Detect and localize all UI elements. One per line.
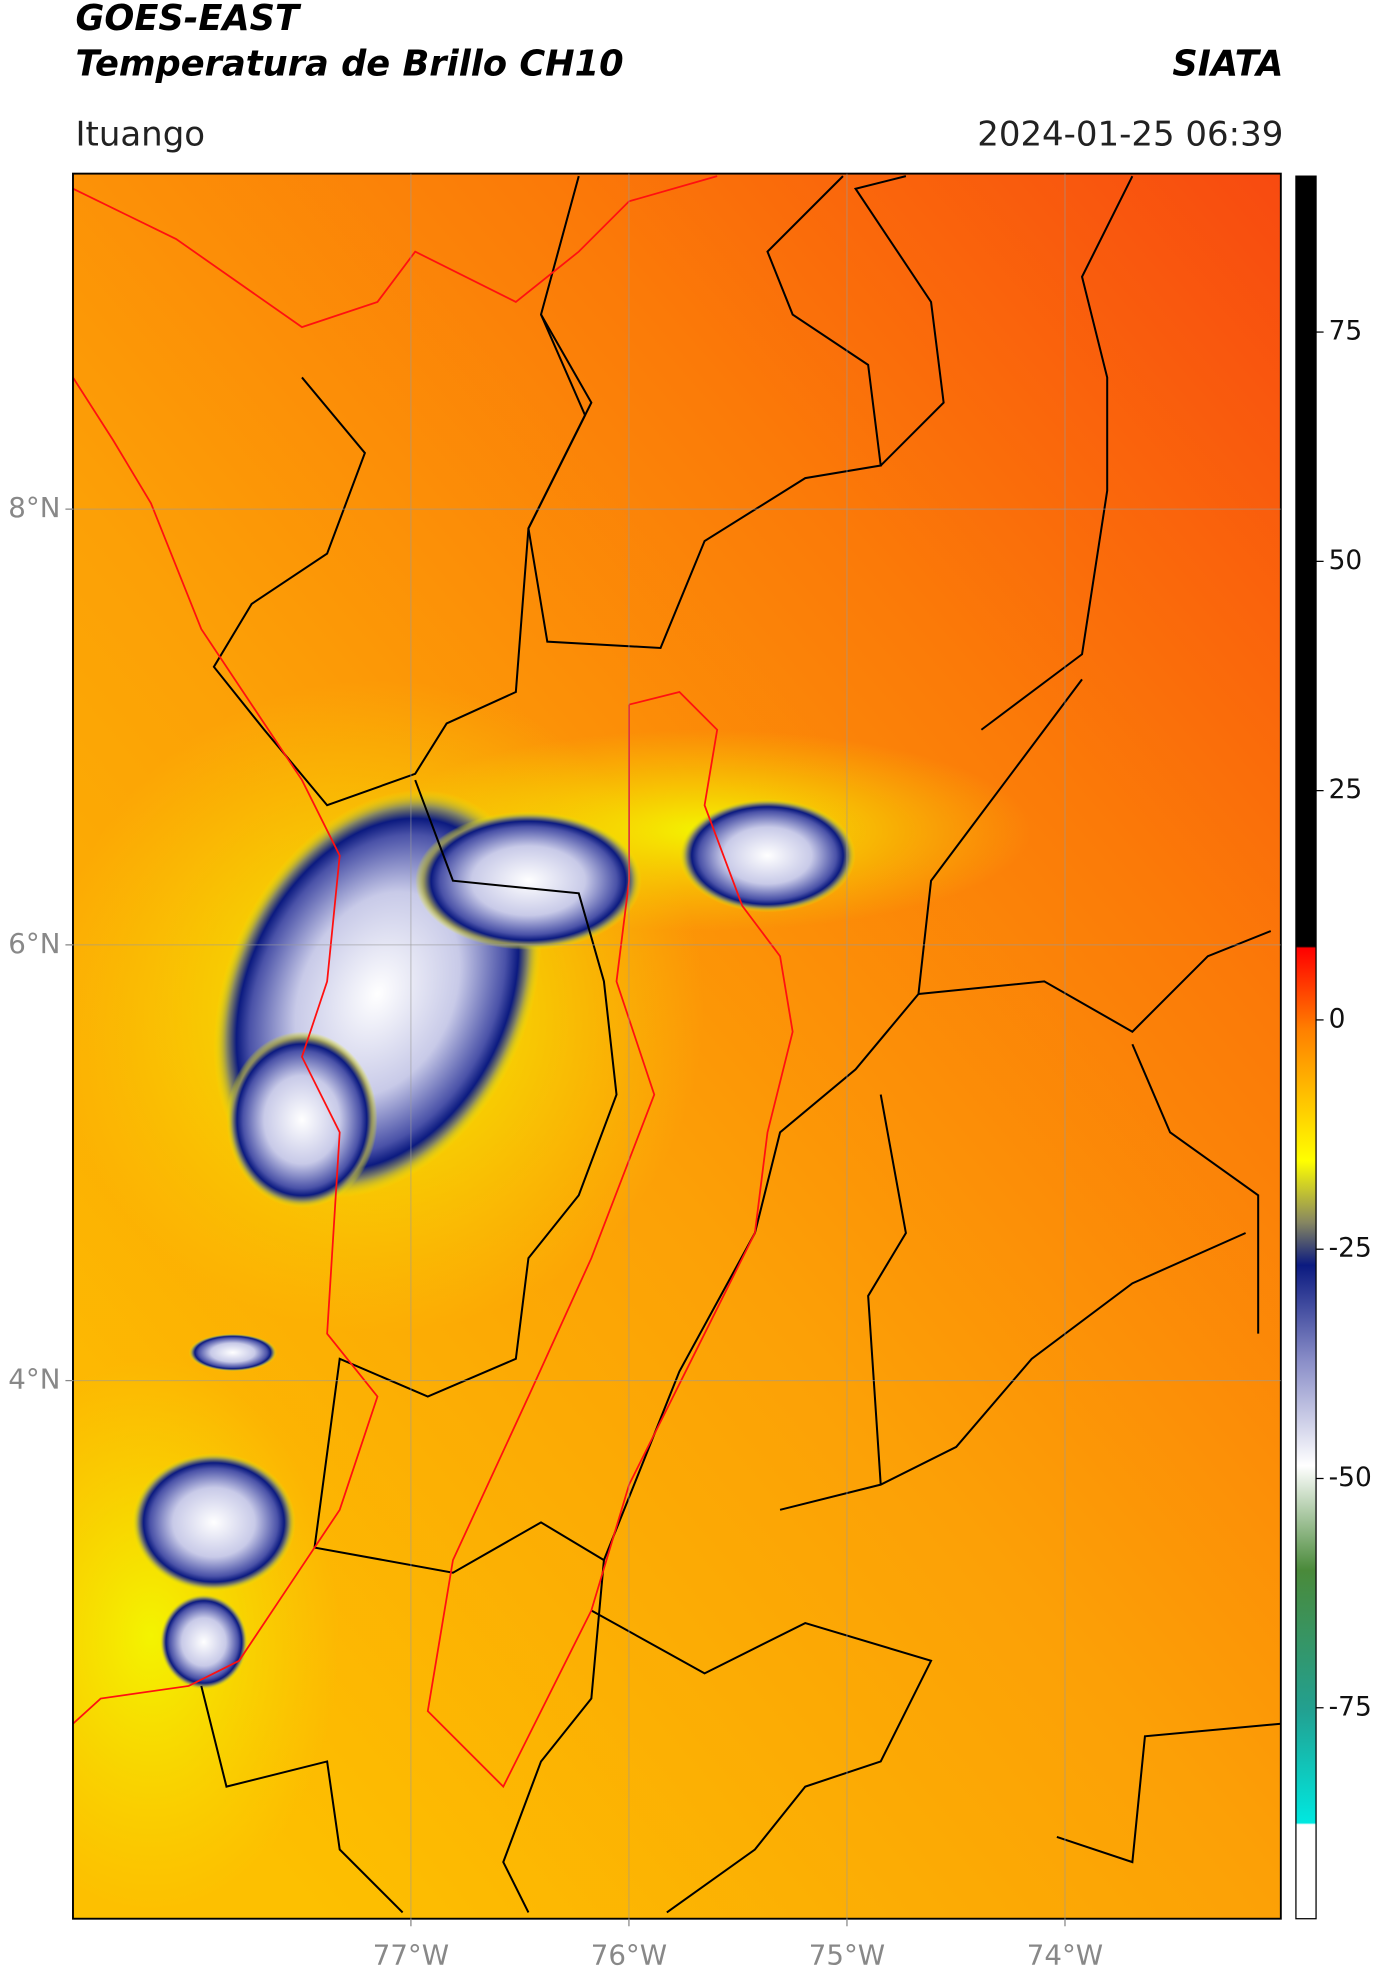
x-tick-label: 75°W bbox=[809, 1938, 885, 1971]
y-tick-label: 4°N bbox=[8, 1363, 60, 1396]
datetime: 2024-01-25 06:39 bbox=[977, 114, 1283, 154]
x-tick-label: 76°W bbox=[591, 1938, 667, 1971]
colorbar-label: -50 bbox=[1329, 1462, 1372, 1493]
colorbar-label: 50 bbox=[1329, 545, 1363, 576]
subtitle: Temperatura de Brillo CH10 bbox=[75, 43, 623, 84]
location: Ituango bbox=[75, 114, 205, 154]
map-frame bbox=[72, 172, 1282, 1920]
title: GOES-EAST bbox=[75, 0, 302, 39]
colorbar-label: 25 bbox=[1329, 774, 1363, 805]
map bbox=[72, 173, 1281, 1919]
x-tick-label: 77°W bbox=[373, 1938, 449, 1971]
brand: SIATA bbox=[1172, 43, 1283, 84]
colorbar-label: 75 bbox=[1329, 316, 1363, 347]
colorbar-label: -25 bbox=[1329, 1233, 1372, 1264]
y-tick-label: 8°N bbox=[8, 491, 60, 524]
colorbar-label: 0 bbox=[1329, 1003, 1346, 1034]
colorbar-label: -75 bbox=[1329, 1691, 1372, 1722]
colorbar bbox=[1295, 175, 1317, 1920]
x-tick-label: 74°W bbox=[1027, 1938, 1103, 1971]
y-tick-label: 6°N bbox=[8, 927, 60, 960]
